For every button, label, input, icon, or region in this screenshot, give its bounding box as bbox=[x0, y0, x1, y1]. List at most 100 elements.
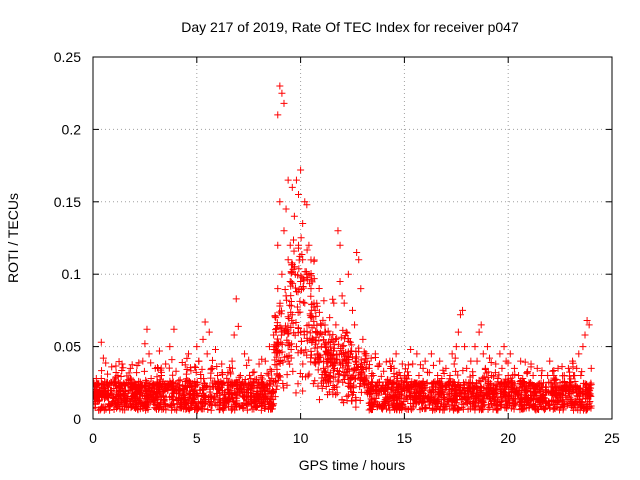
noise-point bbox=[445, 389, 453, 397]
noise-point bbox=[363, 389, 371, 397]
noise-point bbox=[213, 363, 221, 371]
noise-point bbox=[268, 402, 276, 410]
data-point bbox=[573, 364, 581, 372]
noise-point bbox=[452, 385, 460, 393]
data-point bbox=[413, 350, 421, 358]
data-point bbox=[525, 379, 533, 387]
data-point bbox=[222, 395, 230, 403]
data-point bbox=[139, 357, 147, 365]
noise-point bbox=[208, 401, 216, 409]
noise-point bbox=[319, 316, 327, 324]
noise-point bbox=[184, 397, 192, 405]
noise-point bbox=[583, 406, 591, 414]
data-point bbox=[502, 357, 510, 365]
noise-point bbox=[568, 402, 576, 410]
noise-point bbox=[168, 401, 176, 409]
noise-point bbox=[428, 389, 436, 397]
data-point bbox=[531, 383, 539, 391]
noise-point bbox=[487, 380, 495, 388]
noise-point bbox=[254, 379, 262, 387]
noise-point bbox=[413, 379, 421, 387]
noise-point bbox=[404, 361, 412, 369]
data-point bbox=[303, 270, 311, 278]
noise-point bbox=[315, 330, 323, 338]
data-point bbox=[575, 350, 583, 358]
data-point bbox=[292, 288, 300, 296]
data-point bbox=[479, 350, 487, 358]
noise-point bbox=[318, 384, 326, 392]
noise-point bbox=[123, 372, 131, 380]
noise-point bbox=[253, 395, 261, 403]
data-point bbox=[461, 343, 469, 351]
noise-point bbox=[382, 358, 390, 366]
data-point bbox=[537, 372, 545, 380]
data-point bbox=[224, 369, 232, 377]
data-point bbox=[386, 357, 394, 365]
data-point bbox=[494, 374, 502, 382]
x-axis-ticks: 0 5 10 15 20 25 bbox=[89, 57, 620, 446]
data-point bbox=[295, 241, 303, 249]
noise-point bbox=[530, 401, 538, 409]
noise-point bbox=[523, 395, 531, 403]
noise-point bbox=[385, 401, 393, 409]
noise-point bbox=[300, 331, 308, 339]
noise-point bbox=[268, 374, 276, 382]
noise-point bbox=[250, 378, 258, 386]
data-point bbox=[220, 379, 228, 387]
data-point bbox=[492, 360, 500, 368]
noise-point bbox=[396, 381, 404, 389]
noise-point bbox=[509, 402, 517, 410]
noise-point bbox=[120, 403, 128, 411]
noise-point bbox=[480, 373, 488, 381]
data-point bbox=[299, 256, 307, 264]
noise-point bbox=[308, 300, 316, 308]
data-point bbox=[270, 331, 278, 339]
data-point bbox=[201, 318, 209, 326]
data-point bbox=[434, 372, 442, 380]
data-point bbox=[562, 386, 570, 394]
noise-point bbox=[153, 405, 161, 413]
noise-point bbox=[329, 295, 337, 303]
noise-point bbox=[365, 406, 373, 414]
noise-point bbox=[308, 324, 316, 332]
noise-point bbox=[302, 373, 310, 381]
noise-point bbox=[235, 373, 243, 381]
noise-point bbox=[145, 396, 153, 404]
noise-point bbox=[485, 385, 493, 393]
noise-point bbox=[303, 334, 311, 342]
noise-point bbox=[339, 357, 347, 365]
data-point bbox=[353, 248, 361, 256]
noise-point bbox=[143, 387, 151, 395]
noise-point bbox=[154, 384, 162, 392]
noise-point bbox=[132, 390, 140, 398]
noise-point bbox=[223, 398, 231, 406]
data-point bbox=[280, 227, 288, 235]
noise-point bbox=[136, 389, 144, 397]
data-point bbox=[577, 372, 585, 380]
noise-point bbox=[335, 376, 343, 384]
noise-point bbox=[436, 389, 444, 397]
noise-point bbox=[418, 380, 426, 388]
noise-point bbox=[472, 401, 480, 409]
y-tick-label: 0.1 bbox=[62, 266, 82, 282]
noise-point bbox=[340, 342, 348, 350]
data-point bbox=[417, 389, 425, 397]
noise-point bbox=[281, 322, 289, 330]
noise-point bbox=[119, 364, 127, 372]
data-point bbox=[284, 256, 292, 264]
data-point bbox=[207, 364, 215, 372]
data-point bbox=[97, 338, 105, 346]
data-point bbox=[297, 277, 305, 285]
data-point bbox=[579, 343, 587, 351]
data-point bbox=[398, 360, 406, 368]
noise-point bbox=[199, 389, 207, 397]
data-point bbox=[542, 389, 550, 397]
data-point bbox=[170, 325, 178, 333]
noise-point bbox=[572, 382, 580, 390]
noise-point bbox=[521, 358, 529, 366]
y-tick-label: 0.15 bbox=[54, 194, 81, 210]
noise-point bbox=[563, 395, 571, 403]
noise-point bbox=[245, 356, 253, 364]
noise-point bbox=[219, 404, 227, 412]
noise-point bbox=[165, 364, 173, 372]
